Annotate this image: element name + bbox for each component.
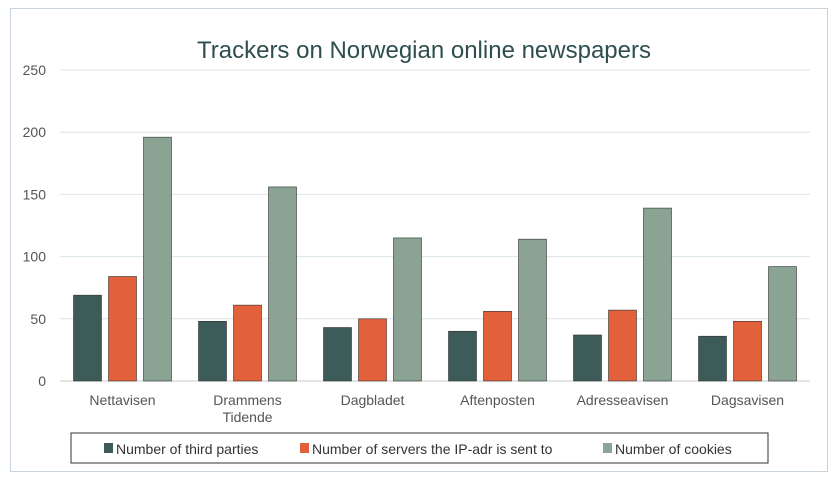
bar	[733, 320, 762, 382]
bar	[323, 327, 352, 382]
x-category-label: Adresseavisen	[577, 392, 669, 408]
gridlines	[60, 69, 810, 382]
legend-label: Number of cookies	[615, 441, 732, 457]
bar	[483, 311, 512, 382]
legend-label: Number of servers the IP-adr is sent to	[312, 441, 553, 457]
bar	[768, 266, 797, 382]
bar	[233, 304, 262, 382]
bar	[643, 207, 672, 382]
bar	[698, 335, 727, 382]
bar	[393, 237, 422, 382]
bar	[608, 309, 637, 382]
bar	[198, 320, 227, 382]
bars	[73, 136, 797, 382]
legend-box	[70, 432, 769, 464]
y-tick-label: 0	[38, 373, 46, 389]
bar	[73, 294, 102, 382]
legend-label: Number of third parties	[116, 441, 258, 457]
x-category-label: Nettavisen	[89, 392, 155, 408]
bar	[358, 318, 387, 382]
y-tick-label: 100	[23, 249, 47, 265]
bar	[108, 276, 137, 382]
chart-title: Trackers on Norwegian online newspapers	[197, 37, 651, 64]
bar	[448, 330, 477, 382]
legend-swatch	[300, 443, 309, 453]
x-category-label: Drammens	[213, 392, 281, 408]
y-tick-label: 150	[23, 186, 47, 202]
bar	[573, 334, 602, 382]
bar	[143, 136, 172, 382]
y-tick-label: 200	[23, 124, 47, 140]
legend-swatch	[603, 443, 612, 453]
y-tick-label: 50	[30, 311, 46, 327]
y-axis-ticks: 0 50 100 150 200 250	[23, 62, 47, 389]
x-category-label: Tidende	[222, 409, 272, 425]
bar	[518, 238, 547, 382]
x-category-label: Dagbladet	[341, 392, 405, 408]
legend: Number of third parties Number of servers…	[70, 432, 769, 464]
y-tick-label: 250	[23, 62, 47, 78]
x-category-label: Aftenposten	[460, 392, 535, 408]
bar	[268, 186, 297, 382]
legend-swatch	[104, 443, 113, 453]
x-category-label: Dagsavisen	[711, 392, 784, 408]
